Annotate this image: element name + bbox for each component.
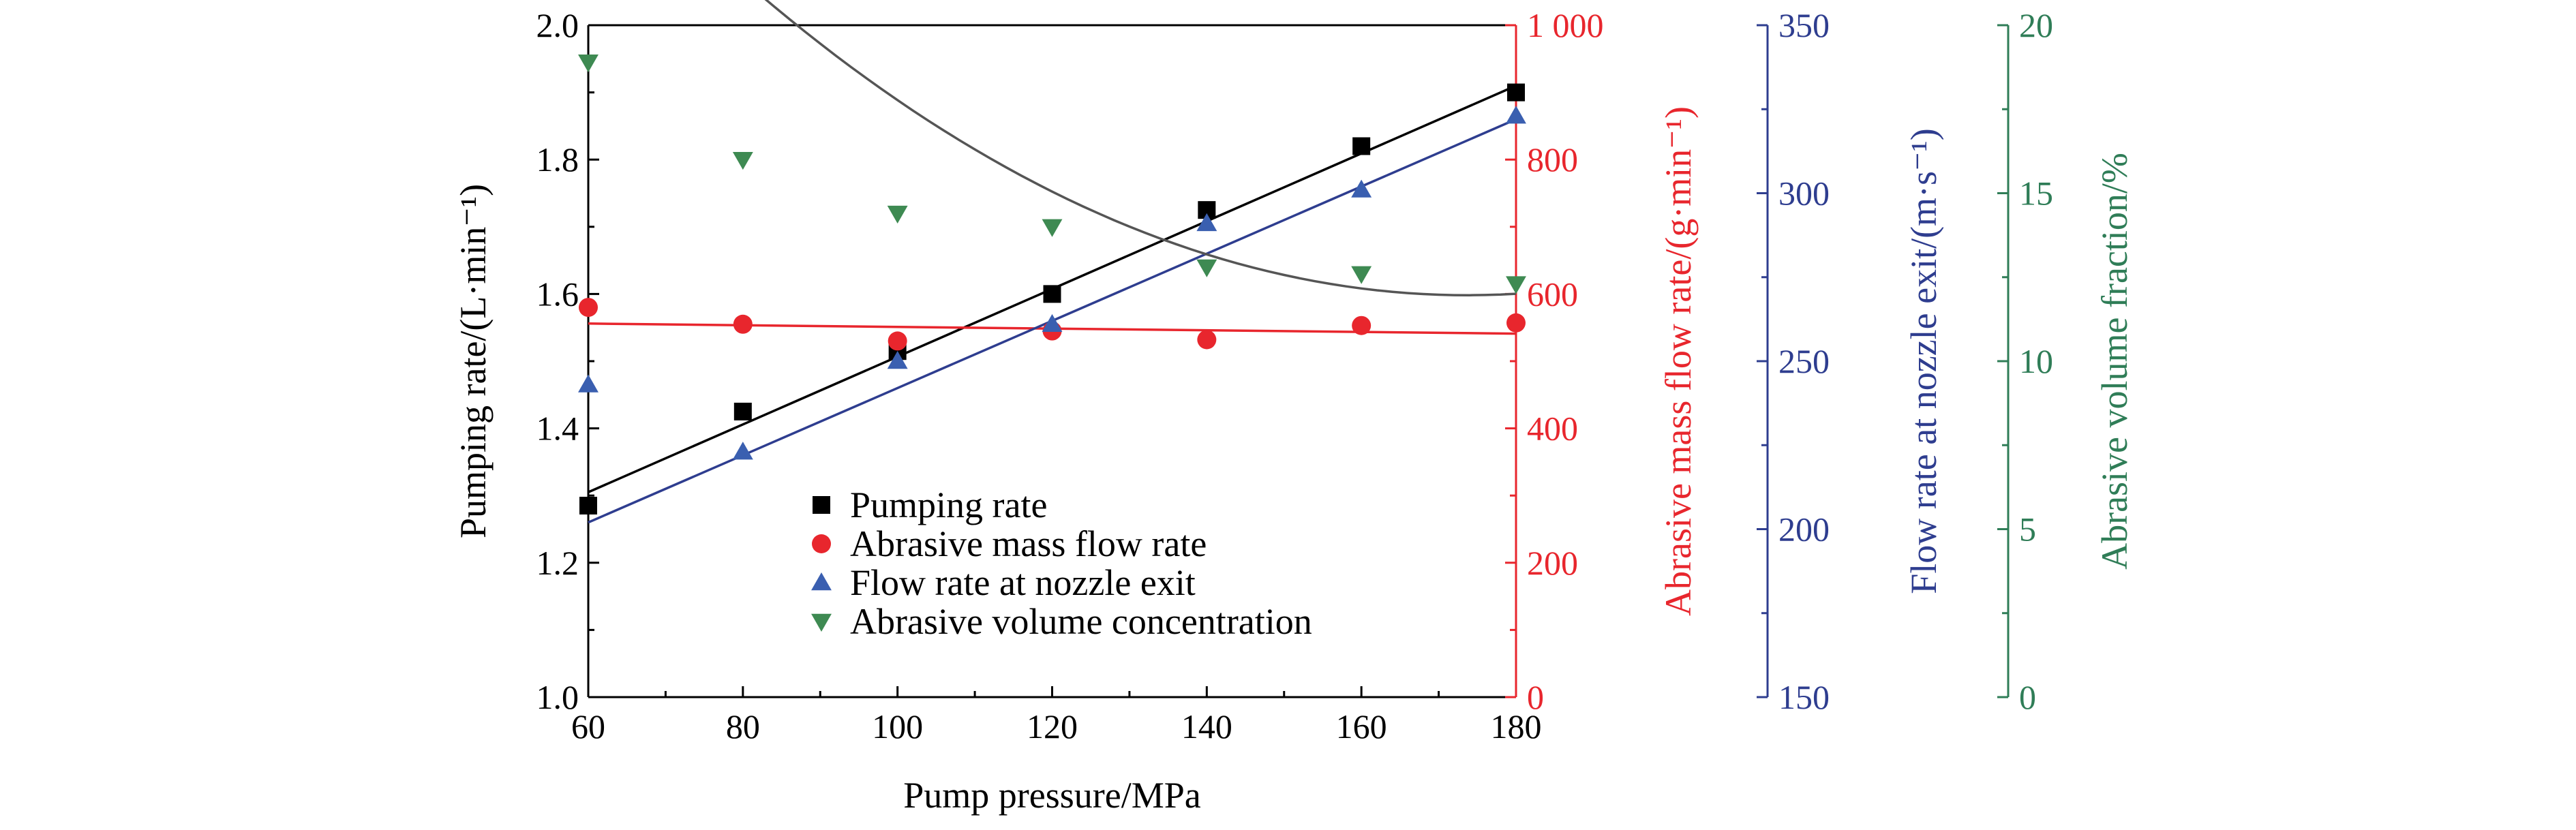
legend-marker-nozzle-flow-rate	[811, 572, 832, 591]
right2-tick-label: 300	[1778, 174, 1830, 213]
right3-axis-title: Abrasive volume fraction/%	[2094, 153, 2135, 570]
nozzle-flow-rate-point	[732, 442, 753, 460]
x-tick-label: 120	[1027, 707, 1078, 746]
legend-label-nozzle-flow-rate: Flow rate at nozzle exit	[850, 562, 1196, 603]
left-tick-label: 1.0	[536, 678, 579, 716]
volume-concentration-point	[1196, 259, 1217, 277]
right2-tick-label: 250	[1778, 342, 1830, 380]
left-axis-title: Pumping rate/(L·min⁻¹)	[453, 184, 494, 538]
volume-concentration-point	[1351, 266, 1372, 284]
volume-concentration-point	[1506, 276, 1526, 294]
right1-tick-label: 1 000	[1527, 6, 1604, 44]
x-tick-label: 80	[726, 707, 760, 746]
data-markers-group	[578, 55, 1526, 514]
right2-axis-title: Flow rate at nozzle exit/(m·s⁻¹)	[1903, 128, 1944, 594]
right1-tick-label: 200	[1527, 544, 1578, 582]
legend-label-pumping-rate: Pumping rate	[850, 485, 1047, 525]
volume-concentration-point	[887, 205, 908, 224]
abrasive-mass-flow-point	[1197, 330, 1217, 350]
right1-axis-title: Abrasive mass flow rate/(g·min⁻¹)	[1658, 106, 1699, 616]
volume-concentration-point	[1042, 219, 1063, 237]
x-tick-label: 180	[1491, 707, 1542, 746]
pumping-rate-point	[1507, 83, 1525, 102]
pumping-rate-point	[733, 402, 752, 420]
volume-fraction-fit-curve	[764, 0, 1517, 296]
right1-tick-label: 400	[1527, 410, 1578, 448]
pumping-rate-point	[1352, 137, 1371, 155]
legend-marker-abrasive-mass-flow	[812, 534, 831, 553]
left-tick-label: 1.8	[536, 140, 579, 179]
pumping-rate-point	[579, 496, 597, 514]
right2-tick-label: 200	[1778, 510, 1830, 549]
right1-tick-label: 800	[1527, 140, 1578, 179]
right3-tick-label: 15	[2019, 174, 2053, 213]
abrasive-mass-flow-point	[733, 314, 753, 334]
left-tick-label: 1.4	[536, 410, 579, 448]
right2-tick-label: 150	[1778, 678, 1830, 716]
x-axis-title: Pump pressure/MPa	[903, 775, 1201, 816]
legend-marker-pumping-rate	[813, 496, 830, 514]
x-tick-label: 60	[571, 707, 605, 746]
nozzle-flow-rate-point	[1351, 179, 1372, 198]
right3-tick-label: 10	[2019, 342, 2053, 380]
volume-concentration-point	[578, 55, 598, 73]
right1-tick-label: 0	[1527, 678, 1544, 716]
nozzle-flow-rate-point	[578, 374, 598, 393]
x-tick-label: 160	[1336, 707, 1387, 746]
fit-lines-group	[588, 0, 1517, 524]
left-tick-label: 1.2	[536, 544, 579, 582]
right2-tick-label: 350	[1778, 6, 1830, 44]
right3-tick-label: 20	[2019, 6, 2053, 44]
abrasive-mass-flow-point	[888, 331, 907, 351]
right3-tick-label: 5	[2019, 510, 2036, 549]
left-tick-label: 2.0	[536, 6, 579, 44]
pumping-rate-point	[1043, 285, 1061, 303]
legend-marker-volume-concentration	[811, 613, 832, 632]
abrasive-mass-flow-point	[1506, 313, 1526, 333]
nozzle-flow-rate-point	[1506, 106, 1526, 124]
x-tick-label: 100	[872, 707, 923, 746]
x-tick-label: 140	[1181, 707, 1232, 746]
left-tick-label: 1.6	[536, 275, 579, 313]
nozzle-flow-rate-point	[887, 351, 908, 369]
volume-concentration-point	[732, 151, 753, 170]
legend-label-abrasive-mass-flow: Abrasive mass flow rate	[850, 523, 1207, 564]
nozzle-flow-rate-point	[1042, 313, 1063, 332]
right3-tick-label: 0	[2019, 678, 2036, 716]
abrasive-mass-flow-point	[579, 298, 598, 318]
legend-label-volume-concentration: Abrasive volume concentration	[850, 601, 1312, 642]
right1-tick-label: 600	[1527, 275, 1578, 313]
abrasive-mass-flow-point	[1352, 316, 1372, 335]
nozzle-flow-rate-point	[1196, 213, 1217, 232]
